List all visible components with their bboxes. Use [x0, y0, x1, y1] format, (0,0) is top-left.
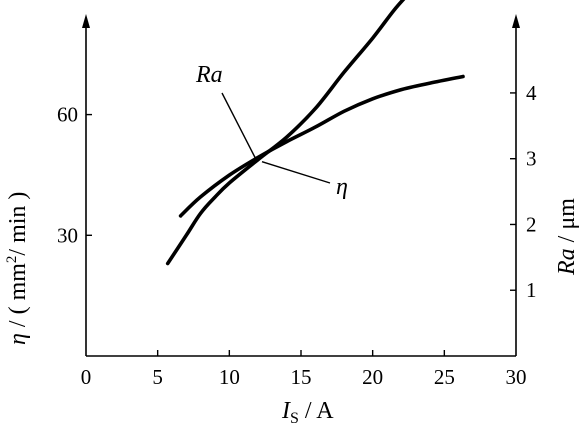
right-axis-arrow: [512, 14, 520, 28]
eta-series-label: η: [336, 174, 348, 200]
left-axis-title-rest-2: / min ): [5, 192, 31, 256]
right-tick-label: 2: [526, 212, 537, 236]
x-tick-label: 30: [506, 365, 527, 389]
eta-leader-line: [261, 160, 331, 184]
right-axis-title-symbol: Ra: [554, 248, 579, 276]
right-tick-label: 4: [526, 81, 537, 105]
ticks: 0 5 10 15 20 25 30 30 60 1 2 3 4: [57, 81, 537, 389]
series-lines: [165, 0, 465, 266]
ra-series-label: Ra: [195, 62, 223, 88]
x-tick-label: 5: [152, 365, 163, 389]
axes: [82, 14, 520, 357]
left-axis-title-rest-1: / ( mm: [5, 263, 31, 333]
x-tick-label: 20: [362, 365, 383, 389]
right-axis-title: Ra / μm: [554, 198, 579, 276]
left-axis-title: η / ( mm2/ min ): [4, 192, 31, 345]
x-axis-title-symbol: I: [281, 398, 291, 424]
left-tick-label: 30: [57, 223, 78, 247]
x-tick-label: 0: [81, 365, 92, 389]
right-tick-label: 1: [526, 278, 537, 302]
x-axis-title-rest: / A: [299, 398, 334, 424]
x-axis-title-subscript: S: [290, 410, 299, 427]
x-tick-label: 25: [434, 365, 455, 389]
ra-leader-line: [221, 92, 257, 160]
series-labels: Ra η: [195, 62, 348, 200]
x-axis-title: IS / A: [281, 398, 334, 427]
right-tick-label: 3: [526, 147, 537, 171]
series-line-eta: [165, 0, 406, 266]
x-tick-label: 15: [291, 365, 312, 389]
x-tick-label: 10: [219, 365, 240, 389]
left-tick-label: 60: [57, 103, 78, 127]
left-axis-title-symbol: η: [5, 333, 31, 345]
left-axis-title-superscript: 2: [4, 256, 20, 264]
series-line-ra: [178, 74, 465, 218]
right-axis-title-rest: / μm: [554, 198, 579, 249]
left-axis-arrow: [82, 14, 90, 28]
